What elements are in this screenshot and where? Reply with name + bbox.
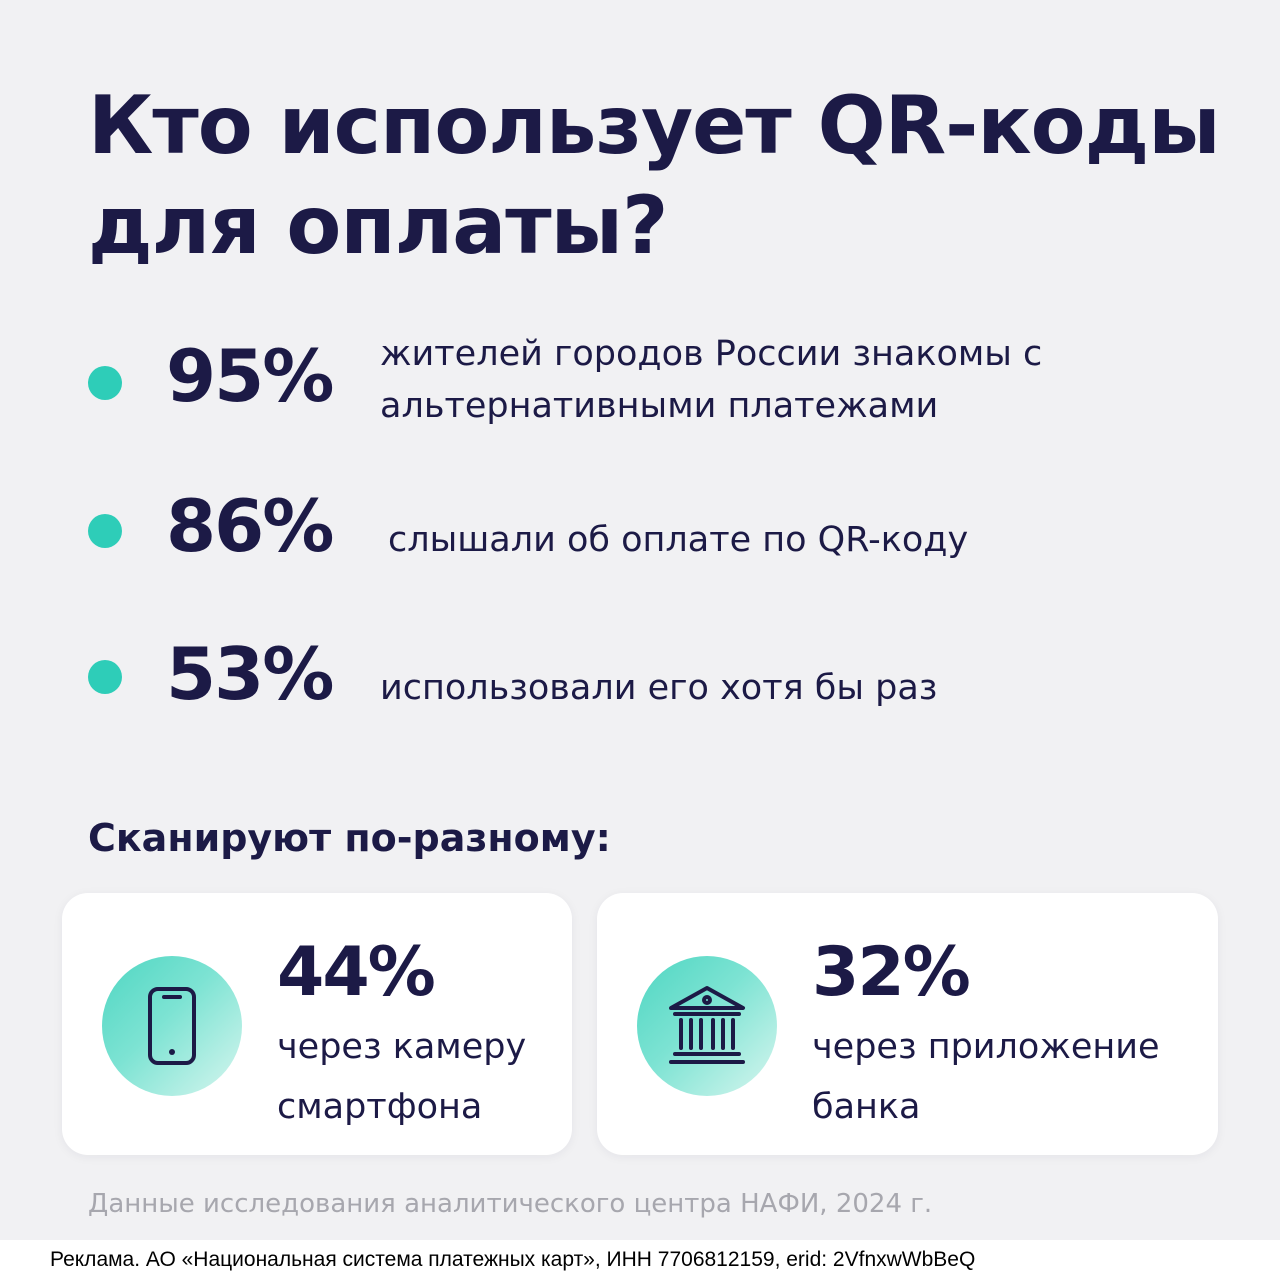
stat-description: жителей городов России знакомы с альтерн… xyxy=(380,334,1043,426)
bullet-dot-icon xyxy=(88,660,122,694)
bullet-dot-icon xyxy=(88,514,122,548)
ad-disclaimer-bar: Реклама. АО «Национальная система платеж… xyxy=(0,1240,1280,1280)
card-value: 44% xyxy=(277,933,436,1012)
ad-disclaimer-text: Реклама. АО «Национальная система платеж… xyxy=(50,1248,976,1271)
smartphone-icon xyxy=(102,956,242,1096)
card-value: 32% xyxy=(812,933,971,1012)
card-description: через приложение банка xyxy=(812,1027,1160,1127)
card-description: через камеру смартфона xyxy=(277,1027,527,1127)
stat-description: слышали об оплате по QR-коду xyxy=(388,520,969,560)
stat-value: 95% xyxy=(166,334,334,418)
stat-description: использовали его хотя бы раз xyxy=(380,668,938,708)
scan-method-card-camera: 44% через камеру смартфона xyxy=(62,893,572,1155)
section-subheading: Сканируют по-разному: xyxy=(88,816,611,860)
stat-value: 53% xyxy=(166,632,334,716)
bank-building-icon xyxy=(637,956,777,1096)
stat-value: 86% xyxy=(166,484,334,568)
page-title: Кто использует QR-коды для оплаты? xyxy=(88,79,1221,272)
bullet-dot-icon xyxy=(88,366,122,400)
source-footnote: Данные исследования аналитического центр… xyxy=(88,1189,933,1219)
scan-method-card-bank-app: 32% через приложение банка xyxy=(597,893,1218,1155)
